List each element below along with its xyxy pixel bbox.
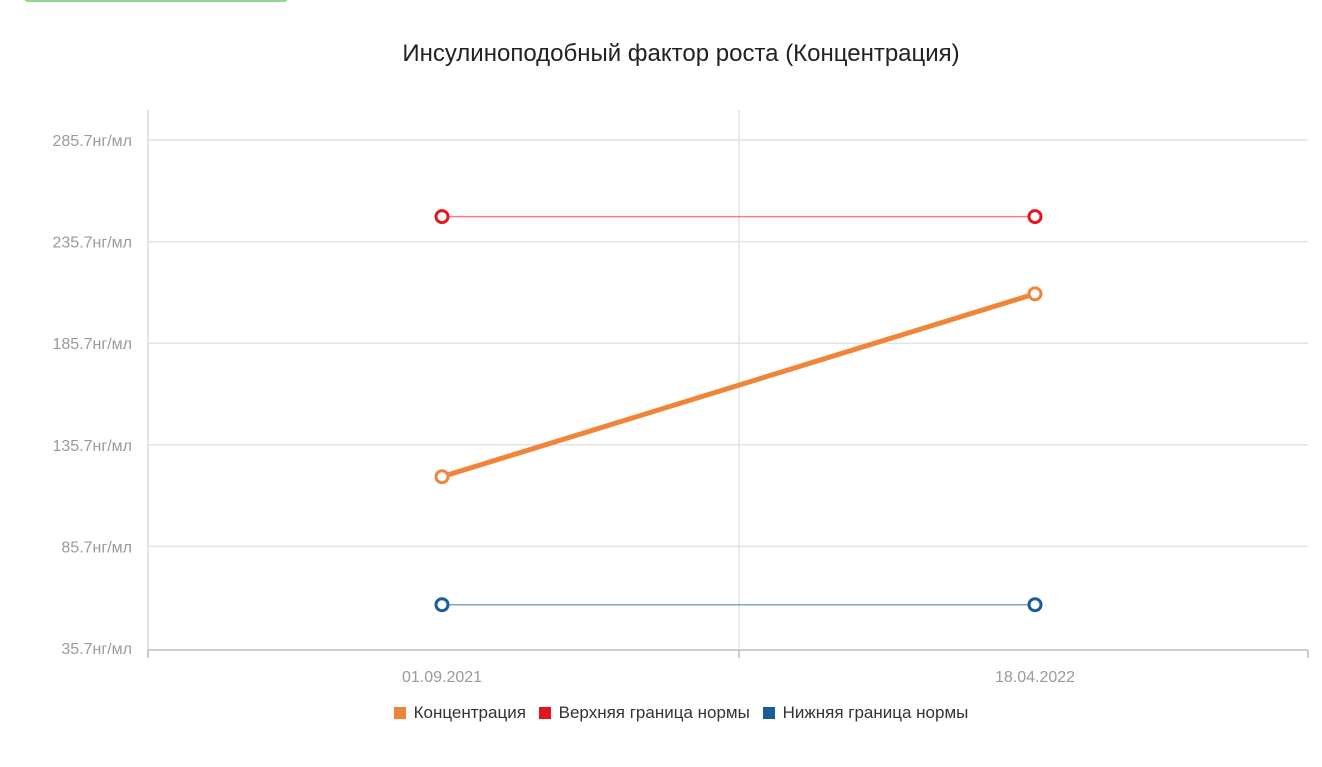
x-tick-label: 01.09.2021	[402, 669, 482, 686]
legend-swatch-concentration	[393, 707, 406, 719]
legend-label-concentration: Концентрация	[413, 703, 526, 722]
legend-label-upper-limit: Верхняя граница нормы	[558, 703, 750, 722]
grid	[148, 110, 1308, 648]
legend-item-upper-limit[interactable]: Верхняя граница нормы	[538, 703, 750, 723]
series-point	[1027, 209, 1043, 225]
series-point	[434, 209, 450, 225]
legend: Концентрация Верхняя граница нормы Нижня…	[0, 703, 1322, 724]
legend-label-lower-limit: Нижняя граница нормы	[782, 703, 969, 722]
y-tick-label: 85.7нг/мл	[61, 539, 132, 556]
series-point	[1027, 286, 1043, 302]
y-tick-label: 35.7нг/мл	[61, 641, 132, 658]
chart-title: Инсулиноподобный фактор роста (Концентра…	[402, 40, 960, 67]
y-tick-label: 185.7нг/мл	[53, 336, 133, 353]
series-point	[1027, 597, 1043, 613]
y-axis-labels: 285.7нг/мл 235.7нг/мл 185.7нг/мл 135.7нг/мл…	[53, 133, 133, 658]
legend-swatch-upper-limit	[538, 707, 551, 719]
series-group	[434, 209, 1043, 613]
series-point	[434, 597, 450, 613]
legend-swatch-lower-limit	[762, 707, 775, 719]
x-tick-label: 18.04.2022	[995, 669, 1075, 686]
axes	[147, 110, 1309, 658]
y-tick-label: 135.7нг/мл	[53, 438, 133, 455]
legend-item-concentration[interactable]: Концентрация	[393, 703, 526, 723]
y-tick-label: 235.7нг/мл	[53, 235, 133, 252]
legend-item-lower-limit[interactable]: Нижняя граница нормы	[762, 703, 969, 723]
x-axis-labels: 01.09.2021 18.04.2022	[402, 669, 1075, 686]
series-point	[434, 469, 450, 485]
series-line	[439, 291, 1038, 480]
y-tick-label: 285.7нг/мл	[53, 133, 133, 150]
